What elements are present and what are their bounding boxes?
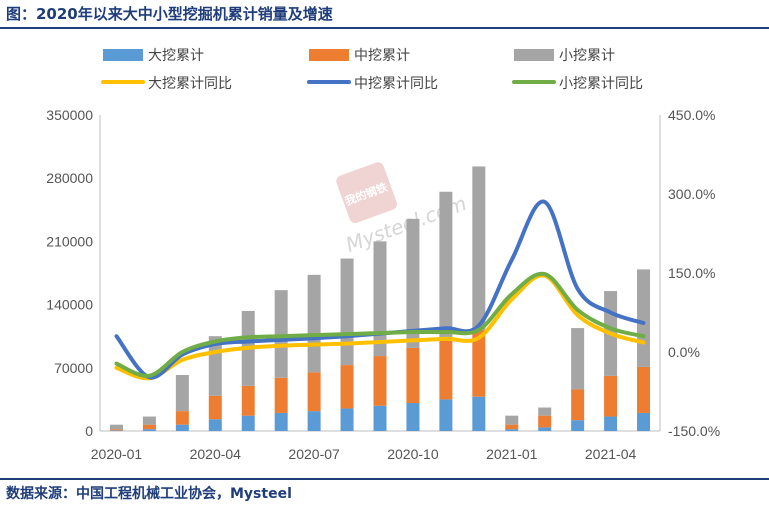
bar-small-2020-08 [340, 258, 354, 366]
x-axis-tick-label: 2021-01 [486, 446, 538, 462]
x-axis-tick-label: 2020-10 [387, 446, 439, 462]
legend-label-mid-line: 中挖累计同比 [354, 76, 438, 92]
bar-mid-2020-11 [439, 338, 453, 400]
bar-big-2021-01 [505, 429, 519, 431]
bar-mid-2020-06 [274, 377, 288, 413]
bar-big-2021-05 [637, 412, 651, 431]
x-axis-tick-label: 2020-07 [288, 446, 340, 462]
left-axis-tick-label: 0 [85, 423, 93, 439]
bar-mid-2021-04 [604, 375, 618, 417]
bar-mid-2020-02 [142, 424, 156, 430]
right-axis-tick-label: 300.0% [668, 186, 715, 202]
left-axis-tick-label: 140000 [46, 297, 93, 313]
bar-big-2020-11 [439, 399, 453, 431]
line-layer [114, 199, 646, 381]
bar-big-2021-03 [571, 420, 585, 431]
legend-label-mid-bar: 中挖累计 [354, 48, 410, 64]
bar-small-2020-03 [175, 375, 189, 412]
legend-swatch-big-bar [103, 49, 143, 61]
left-axis-tick-label: 210000 [46, 233, 93, 249]
bar-big-2020-04 [208, 419, 222, 431]
bar-big-2021-02 [538, 427, 552, 431]
left-axis-tick-label: 280000 [46, 170, 93, 186]
bar-small-2020-10 [406, 218, 420, 348]
legend-label-big-bar: 大挖累计 [148, 48, 204, 64]
bar-small-2021-05 [637, 269, 651, 367]
watermark-logo-box [336, 162, 398, 224]
line-small-yoy [114, 271, 646, 378]
bar-small-2020-09 [373, 241, 387, 357]
bar-small-2021-03 [571, 328, 585, 390]
legend: 大挖累计 中挖累计 小挖累计 大挖累计同比 中挖累计同比 小挖累计同比 [101, 48, 643, 92]
bar-small-2020-07 [307, 274, 321, 373]
right-axis-tick-label: -150.0% [668, 423, 720, 439]
legend-label-big-line: 大挖累计同比 [148, 76, 232, 92]
right-axis-tick-label: 0.0% [668, 344, 700, 360]
bar-mid-2020-04 [208, 395, 222, 420]
bar-big-2020-06 [274, 412, 288, 431]
source-note: 数据来源：中国工程机械工业协会，Mysteel [6, 486, 292, 502]
bar-mid-2020-01 [109, 429, 123, 431]
bar-mid-2021-05 [637, 366, 651, 413]
bar-small-2021-02 [538, 407, 552, 416]
bar-mid-2020-09 [373, 356, 387, 406]
bar-big-2020-07 [307, 411, 321, 431]
chart-canvas: 大挖累计 中挖累计 小挖累计 大挖累计同比 中挖累计同比 小挖累计同比 0 700… [46, 48, 720, 462]
legend-label-small-bar: 小挖累计 [559, 48, 615, 64]
bar-big-2020-10 [406, 403, 420, 431]
bar-mid-2021-03 [571, 389, 585, 421]
left-axis-ticks: 0 70000 140000 210000 280000 350000 [46, 107, 93, 439]
bar-mid-2020-12 [472, 329, 486, 397]
bar-big-2020-09 [373, 405, 387, 431]
x-axis-tick-label: 2021-04 [585, 446, 637, 462]
left-axis-tick-label: 70000 [54, 360, 93, 376]
x-axis-ticks: 2020-01 2020-04 2020-07 2020-10 2021-01 2021-… [91, 446, 637, 462]
right-axis-tick-label: 450.0% [668, 107, 715, 123]
bar-big-2020-08 [340, 408, 354, 431]
legend-swatch-mid-bar [309, 49, 349, 61]
bar-big-2020-12 [472, 396, 486, 431]
right-axis-tick-label: 150.0% [668, 265, 715, 281]
x-axis-tick-label: 2020-04 [190, 446, 242, 462]
chart-title: 图：2020年以来大中小型挖掘机累计销量及增速 [6, 5, 333, 23]
title-divider [0, 27, 769, 29]
bar-mid-2020-10 [406, 347, 420, 404]
right-axis-ticks: -150.0% 0.0% 150.0% 300.0% 450.0% [668, 107, 720, 439]
bar-small-2020-02 [142, 416, 156, 425]
bar-small-2020-12 [472, 166, 486, 330]
bar-mid-2020-03 [175, 411, 189, 425]
bar-mid-2021-01 [505, 424, 519, 430]
bar-mid-2020-07 [307, 372, 321, 412]
bar-mid-2020-05 [241, 385, 255, 416]
bar-big-2020-03 [175, 424, 189, 431]
bar-mid-2020-08 [340, 365, 354, 409]
bar-big-2020-05 [241, 415, 255, 431]
x-axis-tick-label: 2020-01 [91, 446, 143, 462]
bar-small-2021-01 [505, 415, 519, 425]
bar-big-2020-02 [142, 429, 156, 431]
bar-big-2021-04 [604, 416, 618, 431]
bar-small-2020-06 [274, 290, 288, 378]
bar-mid-2021-02 [538, 415, 552, 428]
bar-layer [109, 166, 651, 431]
left-axis-tick-label: 350000 [46, 107, 93, 123]
bar-small-2020-11 [439, 191, 453, 339]
bar-big-2020-01 [109, 430, 123, 431]
legend-swatch-small-bar [514, 49, 554, 61]
legend-label-small-line: 小挖累计同比 [559, 76, 643, 92]
footer-divider [0, 478, 769, 480]
bar-small-2020-01 [109, 424, 123, 430]
